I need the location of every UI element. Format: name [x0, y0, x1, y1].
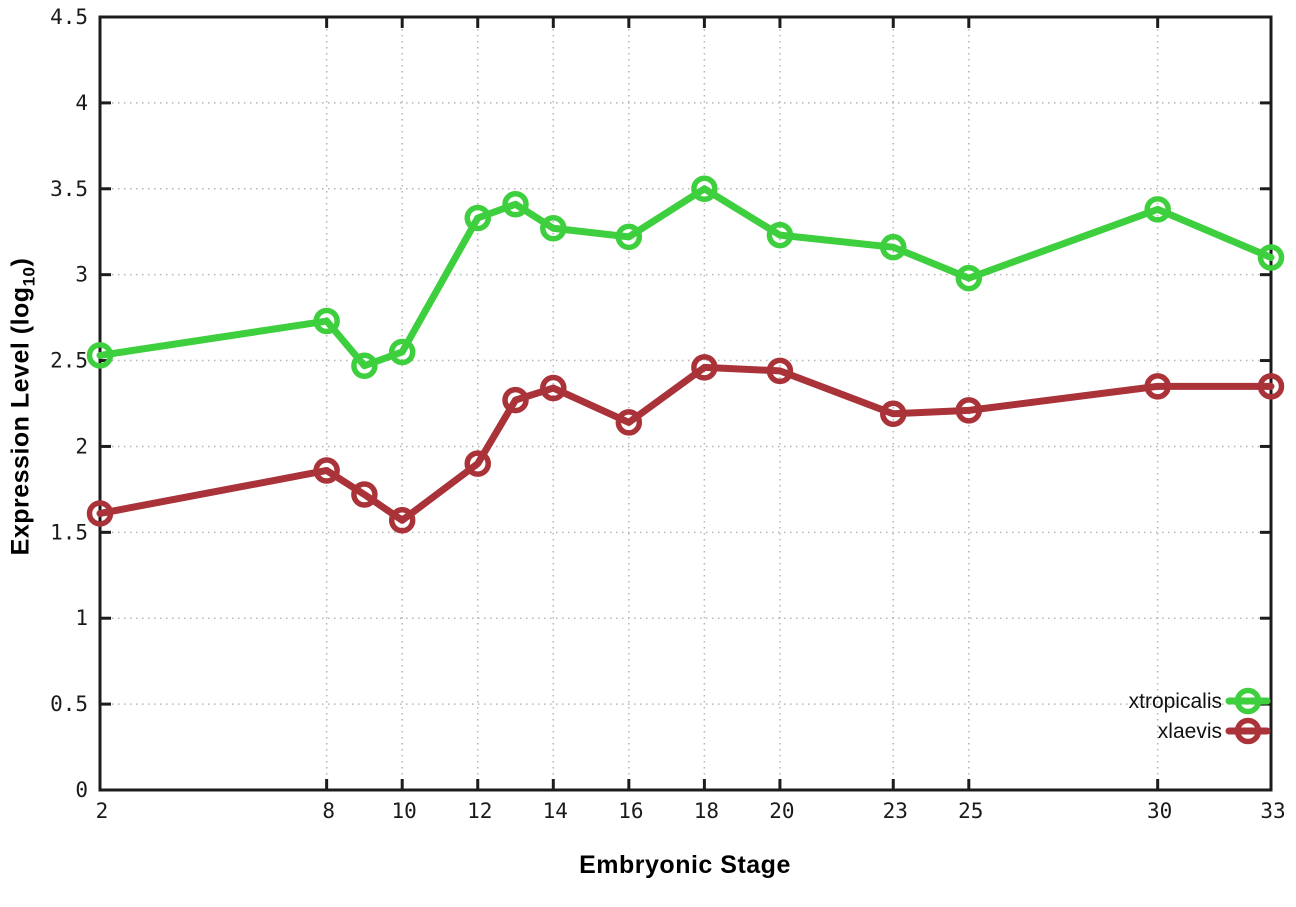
y-axis-title-subscript: 10 — [19, 266, 39, 287]
data-point-xtropicalis-stage-18 — [691, 175, 718, 203]
plot-border-and-ticks — [98, 15, 1273, 792]
data-point-xlaevis-stage-25 — [955, 397, 983, 424]
y-tick-label: 2.5 — [50, 349, 88, 373]
data-point-xtropicalis-stage-14 — [540, 215, 567, 242]
y-tick-labels: 0 0.5 1 1.5 2 2.5 3 3.5 4 4.5 — [50, 5, 88, 802]
data-point-xlaevis-stage-20 — [766, 357, 794, 385]
data-point-xtropicalis-stage-9 — [351, 352, 378, 379]
data-point-xlaevis-stage-13 — [502, 386, 529, 414]
x-tick-label: 33 — [1260, 799, 1285, 823]
x-tick-label: 10 — [392, 799, 417, 823]
data-point-xtropicalis-stage-20 — [766, 221, 794, 249]
data-point-xtropicalis-stage-13 — [502, 190, 529, 218]
x-axis-title: Embryonic Stage — [579, 851, 791, 879]
x-tick-label: 20 — [769, 799, 794, 823]
x-tick-label: 8 — [322, 799, 335, 823]
legend-item-xtropicalis: xtropicalis — [1129, 687, 1271, 715]
data-point-xlaevis-stage-2 — [86, 500, 114, 527]
x-tick-label: 18 — [694, 799, 719, 823]
x-tick-label: 16 — [618, 799, 643, 823]
y-tick-label: 3.5 — [50, 177, 88, 201]
y-axis-title-close: ) — [6, 257, 35, 267]
data-point-xlaevis-stage-16 — [615, 409, 643, 436]
data-point-xlaevis-stage-10 — [388, 507, 416, 534]
data-point-xlaevis-stage-14 — [540, 374, 567, 402]
y-tick-label: 3 — [75, 263, 88, 287]
y-tick-label: 4.5 — [50, 5, 88, 29]
data-point-xlaevis-stage-23 — [880, 400, 907, 428]
x-tick-label: 23 — [883, 799, 908, 823]
data-point-xtropicalis-stage-30 — [1144, 196, 1171, 223]
data-point-xtropicalis-stage-10 — [388, 338, 416, 366]
data-point-xlaevis-stage-8 — [313, 457, 340, 484]
data-point-xlaevis-stage-18 — [691, 354, 718, 381]
legend-sample-marker-xtropicalis — [1234, 687, 1262, 715]
legend-label-xlaevis: xlaevis — [1158, 720, 1222, 743]
legend: xtropicalis xlaevis — [1129, 687, 1271, 745]
data-point-xtropicalis-stage-25 — [955, 264, 983, 292]
y-axis-title-main: Expression Level (log — [6, 286, 35, 556]
x-tick-label: 12 — [467, 799, 492, 823]
y-tick-label: 4 — [75, 91, 88, 115]
y-tick-label: 0.5 — [50, 692, 88, 716]
y-axis-title: Expression Level (log10) — [7, 7, 40, 807]
legend-item-xlaevis: xlaevis — [1158, 717, 1271, 745]
data-point-xlaevis-stage-9 — [351, 481, 378, 508]
y-tick-label: 1.5 — [50, 520, 88, 544]
x-tick-label: 2 — [96, 799, 109, 823]
data-point-xtropicalis-stage-8 — [313, 307, 340, 335]
data-point-xlaevis-stage-12 — [464, 450, 491, 477]
y-tick-label: 0 — [75, 778, 88, 802]
data-point-xtropicalis-stage-16 — [615, 223, 643, 251]
x-tick-label: 25 — [958, 799, 983, 823]
series-xtropicalis — [86, 175, 1285, 379]
x-tick-label: 14 — [543, 799, 568, 823]
data-point-xtropicalis-stage-2 — [86, 342, 114, 369]
legend-sample-marker-xlaevis — [1234, 717, 1262, 745]
data-point-xtropicalis-stage-23 — [880, 233, 907, 261]
x-tick-label: 30 — [1147, 799, 1172, 823]
data-point-xlaevis-stage-30 — [1144, 373, 1171, 400]
series-xlaevis — [86, 354, 1285, 534]
data-point-xlaevis-stage-33 — [1257, 373, 1285, 400]
gridlines — [99, 16, 1272, 791]
data-point-xtropicalis-stage-12 — [464, 204, 491, 232]
y-tick-label: 1 — [75, 606, 88, 630]
y-tick-label: 2 — [75, 434, 88, 458]
x-tick-labels: 2 8 10 12 14 16 18 20 23 25 30 33 — [96, 799, 1286, 823]
legend-label-xtropicalis: xtropicalis — [1129, 690, 1222, 713]
data-point-xtropicalis-stage-33 — [1257, 244, 1285, 271]
